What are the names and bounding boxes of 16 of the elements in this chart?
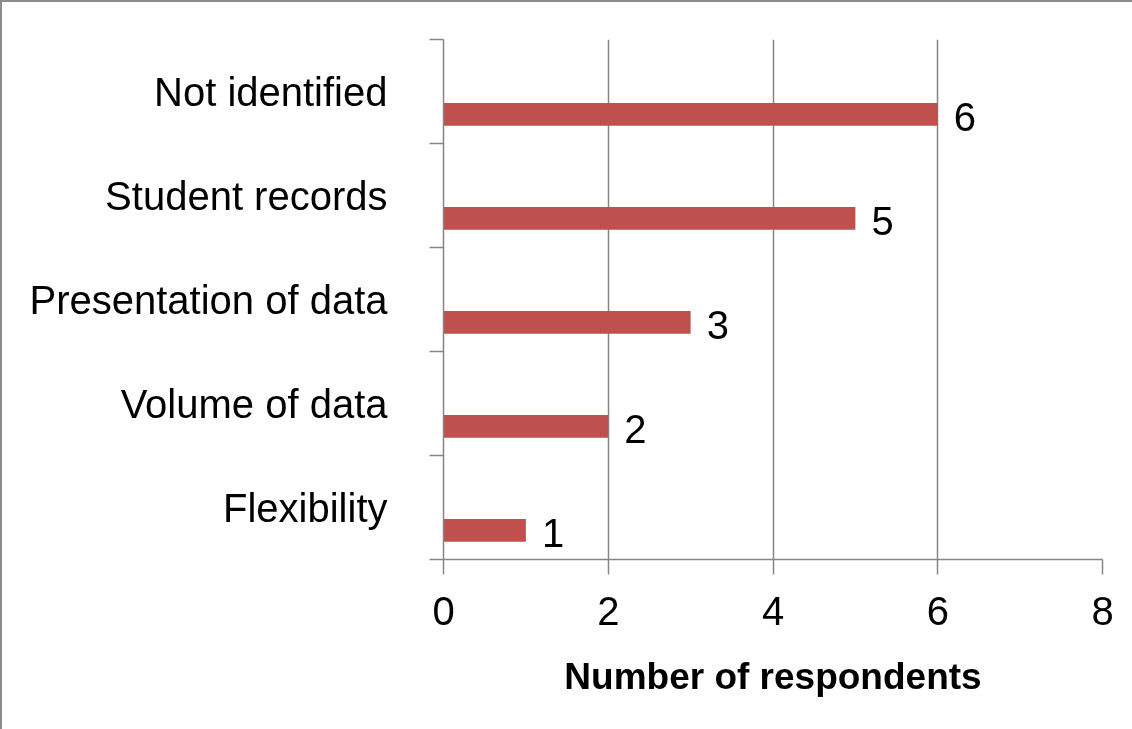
data-label: 6: [953, 95, 976, 140]
y-tick-label: Not identified: [154, 69, 388, 114]
data-label: 1: [541, 511, 565, 556]
y-tick-label: Student records: [105, 173, 388, 218]
x-tick-label: 4: [761, 588, 785, 633]
y-tick-label: Volume of data: [120, 381, 389, 426]
x-tick-label: 0: [432, 588, 455, 633]
x-tick-label: 2: [597, 588, 620, 633]
x-axis-title: Number of respondents: [564, 655, 982, 697]
data-label: 3: [706, 303, 729, 348]
x-tick-label: 8: [1091, 588, 1114, 633]
y-tick-label: Flexibility: [223, 485, 388, 530]
y-tick-label: Presentation of data: [29, 277, 389, 322]
data-label: 2: [624, 407, 647, 452]
data-label: 5: [871, 199, 894, 244]
x-tick-label: 6: [926, 588, 949, 633]
